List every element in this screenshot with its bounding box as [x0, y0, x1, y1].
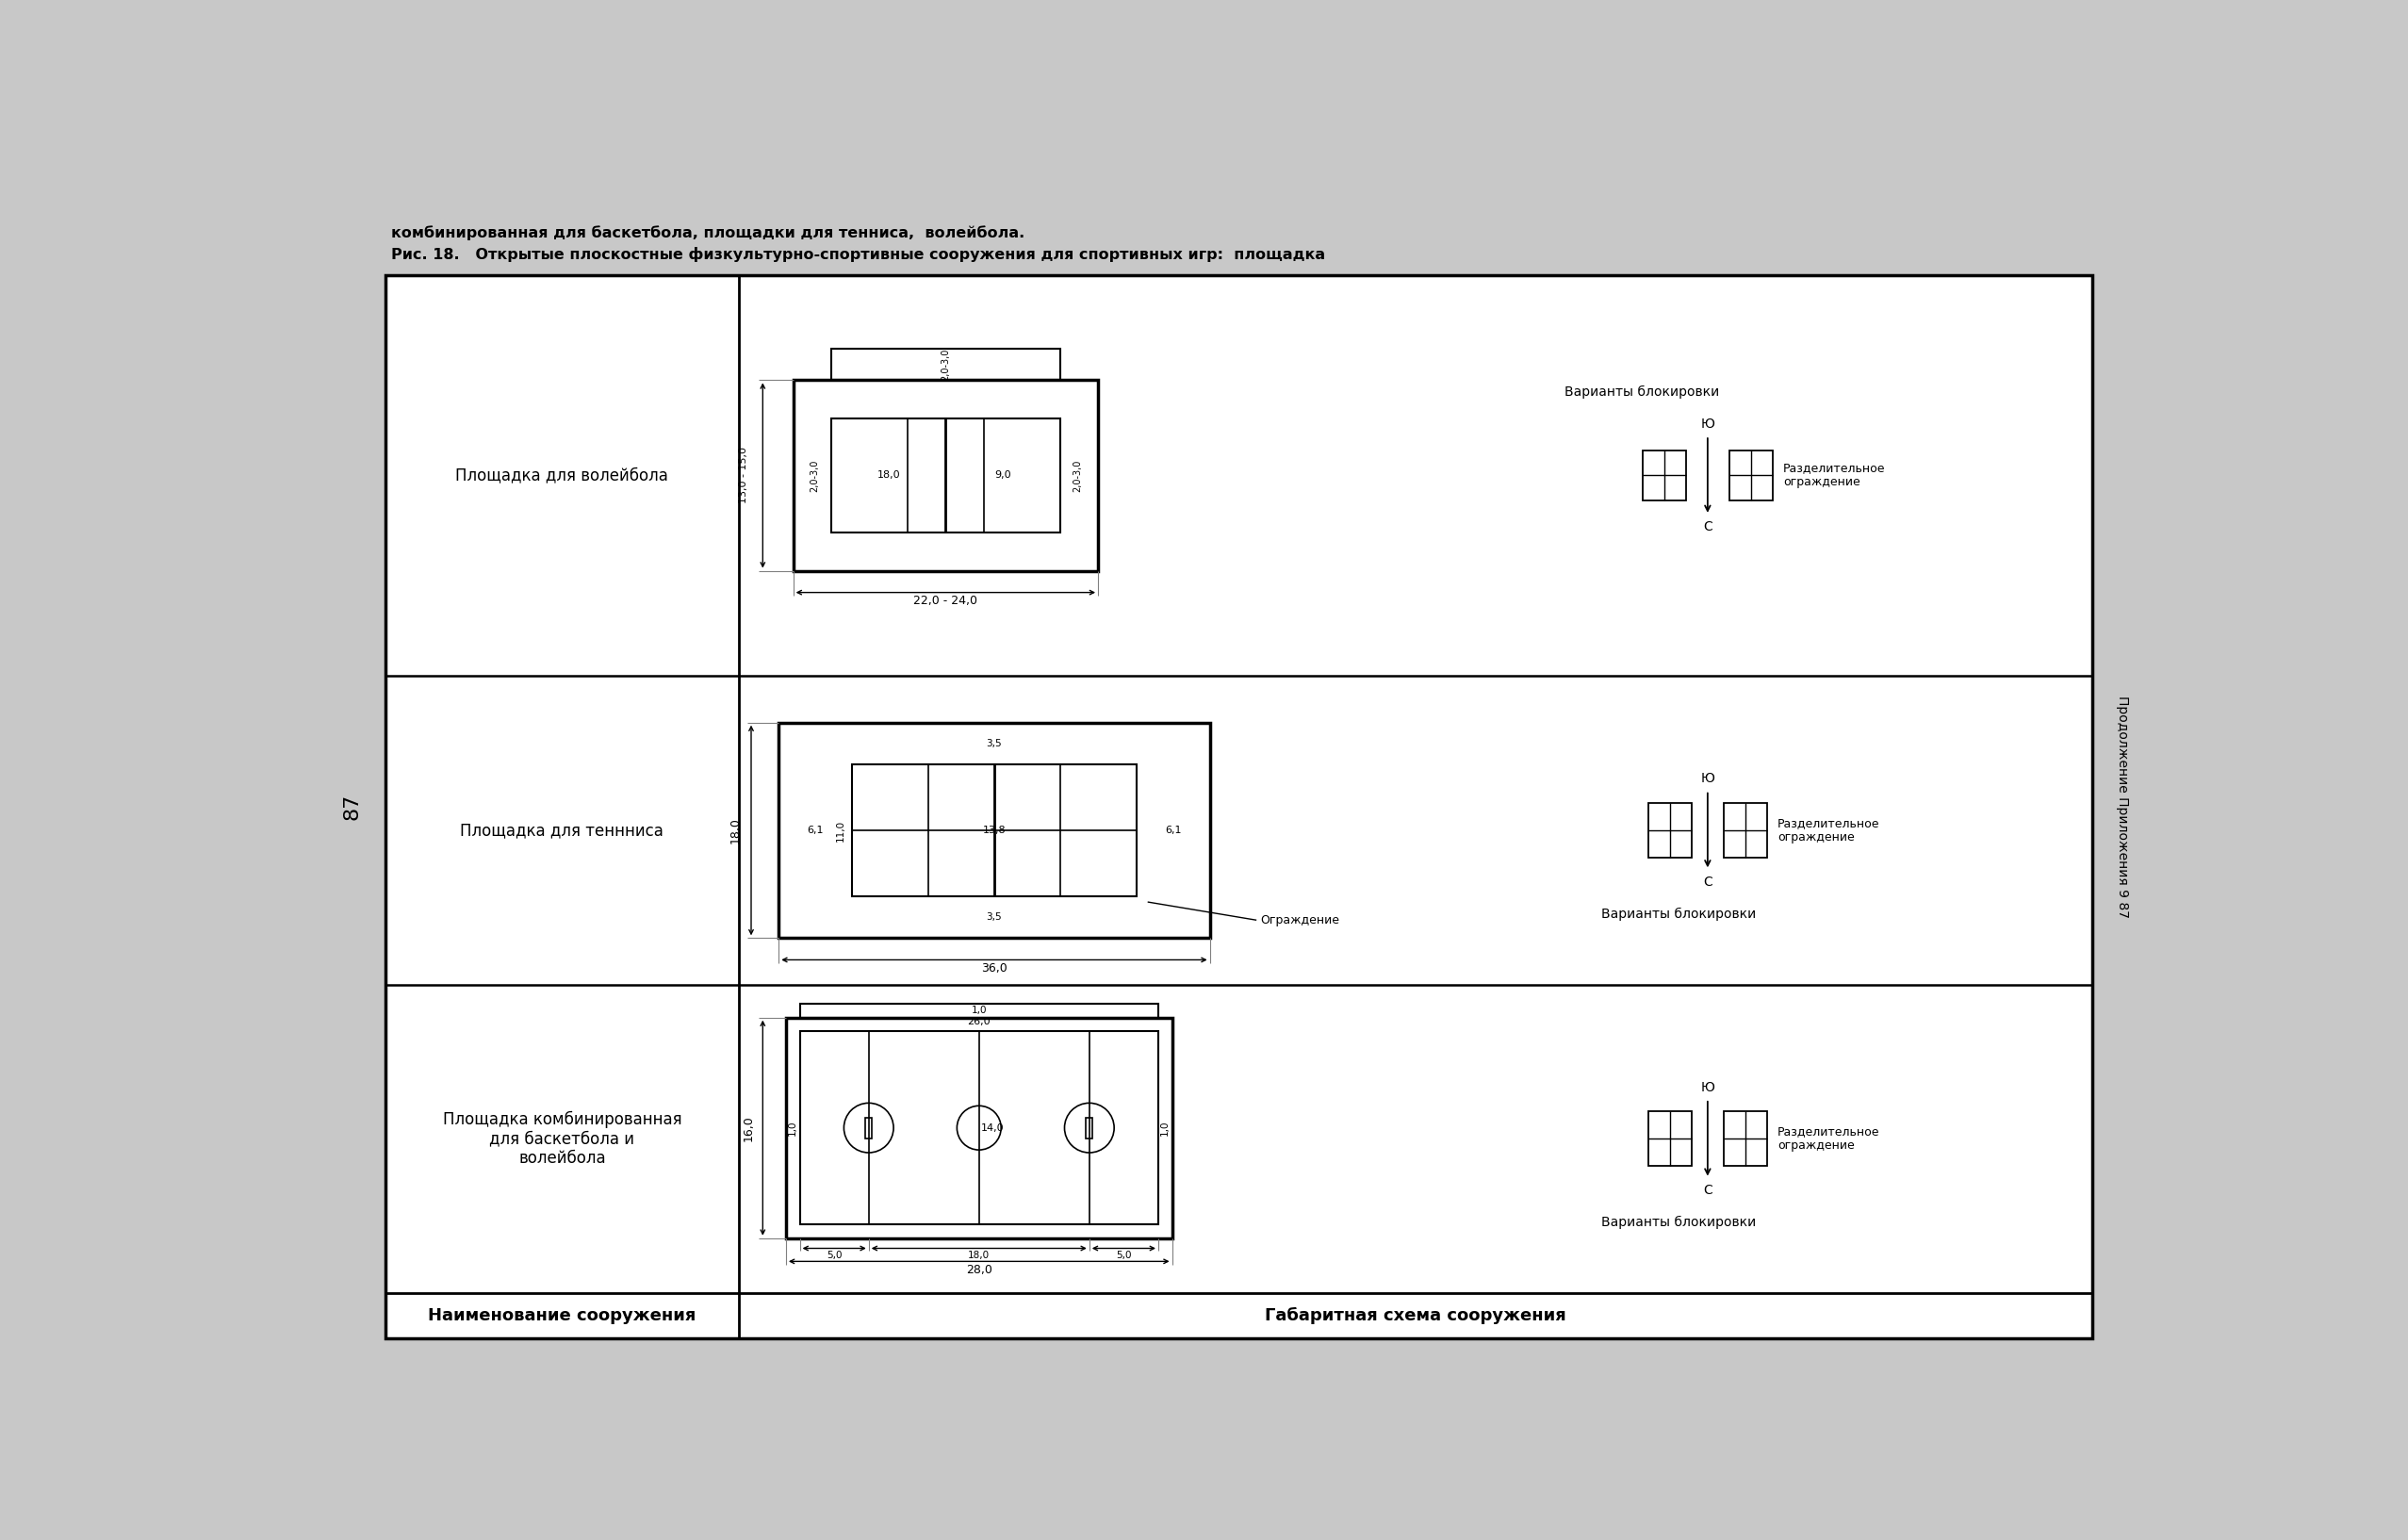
Bar — [799, 1004, 1158, 1018]
Text: Площадка для волейбола: Площадка для волейбола — [455, 467, 669, 484]
Text: 13,8: 13,8 — [982, 825, 1007, 835]
Text: Варианты блокировки: Варианты блокировки — [1565, 385, 1719, 399]
Text: Площадка для теннниса: Площадка для теннниса — [460, 822, 665, 839]
Text: 1,0: 1,0 — [970, 1006, 987, 1015]
Text: 9,0: 9,0 — [995, 471, 1011, 480]
Text: Ю: Ю — [1700, 772, 1714, 785]
Text: 26,0: 26,0 — [968, 1018, 990, 1027]
Text: Рис. 18.   Открытые плоскостные физкультурно-спортивные сооружения для спортивны: Рис. 18. Открытые плоскостные физкультур… — [390, 248, 1324, 262]
Text: 13,0 - 15,0: 13,0 - 15,0 — [739, 447, 749, 504]
Bar — [1086, 1118, 1093, 1138]
Text: 3,5: 3,5 — [987, 739, 1002, 748]
Text: 5,0: 5,0 — [826, 1250, 843, 1260]
Text: 5,0: 5,0 — [1115, 1250, 1132, 1260]
Text: Разделительное
ограждение: Разделительное ограждение — [1777, 1126, 1881, 1152]
Text: Продолжение Приложения 9 87: Продолжение Приложения 9 87 — [2117, 695, 2129, 918]
Bar — [864, 1118, 872, 1138]
Bar — [778, 722, 1209, 938]
Text: 1,0: 1,0 — [1161, 1120, 1170, 1135]
Bar — [831, 348, 1060, 380]
Text: 36,0: 36,0 — [980, 962, 1007, 975]
Bar — [1724, 1112, 1767, 1166]
Bar — [1647, 1112, 1693, 1166]
Text: С: С — [1702, 521, 1712, 533]
Text: Габаритная схема сооружения: Габаритная схема сооружения — [1264, 1307, 1565, 1324]
Text: 22,0 - 24,0: 22,0 - 24,0 — [913, 594, 978, 607]
Text: Разделительное
ограждение: Разделительное ограждение — [1782, 462, 1885, 488]
Bar — [852, 764, 1137, 896]
Text: Ограждение: Ограждение — [1259, 915, 1339, 926]
Text: 16,0: 16,0 — [742, 1115, 754, 1141]
Text: 2,0-3,0: 2,0-3,0 — [1072, 459, 1081, 491]
Text: Наименование сооружения: Наименование сооружения — [429, 1307, 696, 1324]
Text: Ю: Ю — [1700, 1081, 1714, 1093]
Text: С: С — [1702, 875, 1712, 889]
Text: Разделительное
ограждение: Разделительное ограждение — [1777, 818, 1881, 844]
Bar — [831, 419, 1060, 533]
Bar — [1729, 450, 1772, 501]
Text: 18,0: 18,0 — [730, 818, 742, 844]
Text: 87: 87 — [342, 793, 361, 819]
Bar — [792, 380, 1098, 571]
Text: 11,0: 11,0 — [836, 819, 845, 841]
Bar — [385, 274, 2093, 1338]
Text: 1,0: 1,0 — [787, 1120, 797, 1135]
Text: 2,0-3,0: 2,0-3,0 — [809, 459, 819, 491]
Bar — [1647, 802, 1693, 858]
Text: Варианты блокировки: Варианты блокировки — [1601, 907, 1755, 921]
Text: 6,1: 6,1 — [1165, 825, 1182, 835]
Text: Площадка комбинированная
для баскетбола и
волейбола: Площадка комбинированная для баскетбола … — [443, 1110, 681, 1167]
Bar — [785, 1018, 1173, 1238]
Text: 6,1: 6,1 — [807, 825, 824, 835]
Text: Ю: Ю — [1700, 417, 1714, 431]
Text: 18,0: 18,0 — [877, 471, 901, 480]
Bar — [799, 1032, 1158, 1224]
Text: 3,5: 3,5 — [987, 912, 1002, 922]
Bar — [1642, 450, 1686, 501]
Text: 2,0-3,0: 2,0-3,0 — [942, 348, 951, 380]
Text: 14,0: 14,0 — [980, 1123, 1004, 1132]
Text: 18,0: 18,0 — [968, 1250, 990, 1260]
Text: 28,0: 28,0 — [966, 1264, 992, 1277]
Text: С: С — [1702, 1184, 1712, 1197]
Bar — [1724, 802, 1767, 858]
Text: комбинированная для баскетбола, площадки для тенниса,  волейбола.: комбинированная для баскетбола, площадки… — [390, 225, 1026, 240]
Text: Варианты блокировки: Варианты блокировки — [1601, 1215, 1755, 1229]
